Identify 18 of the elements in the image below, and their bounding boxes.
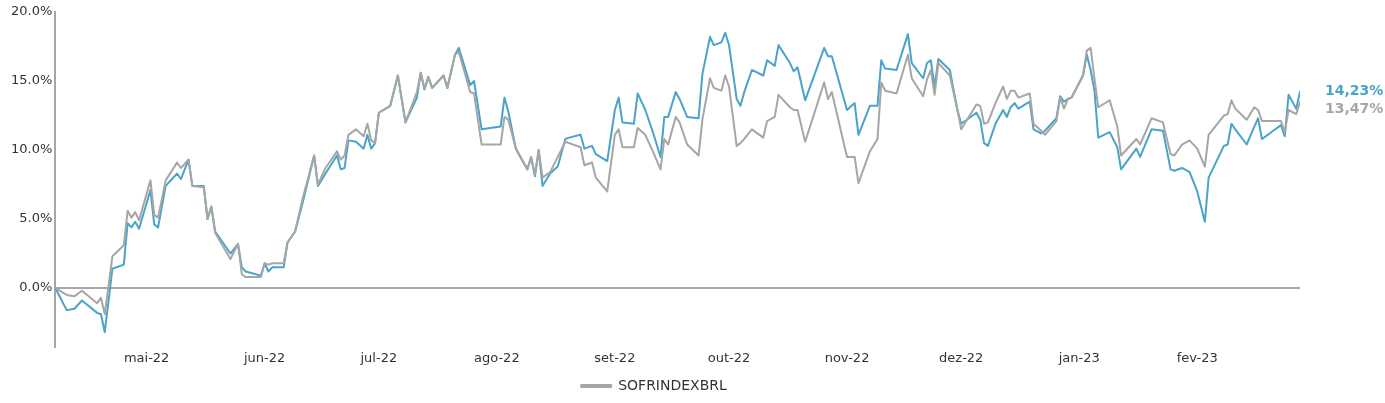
x-tick-label: mai-22 [123, 349, 170, 365]
x-tick-label: jul-22 [359, 349, 398, 365]
y-tick-label: 10.0% [10, 141, 53, 157]
x-tick-label: dez-22 [939, 349, 984, 365]
x-tick-label: out-22 [707, 349, 751, 365]
x-tick-label: fev-23 [1176, 349, 1218, 365]
x-tick-label: jun-22 [242, 349, 286, 365]
legend-label: SOFRINDEXBRL [618, 376, 728, 393]
y-tick-label: 15.0% [10, 72, 53, 88]
x-tick-label: set-22 [594, 349, 636, 365]
annotation: 14,23% [1325, 82, 1384, 99]
y-tick-label: 20.0% [10, 3, 53, 19]
x-tick-label: jan-23 [1057, 349, 1100, 365]
annotation: 13,47% [1325, 100, 1384, 117]
y-tick-label: 5.0% [19, 210, 53, 226]
y-tick-label: 0.0% [19, 279, 53, 295]
x-tick-label: nov-22 [824, 349, 870, 365]
x-tick-label: ago-22 [474, 349, 520, 365]
